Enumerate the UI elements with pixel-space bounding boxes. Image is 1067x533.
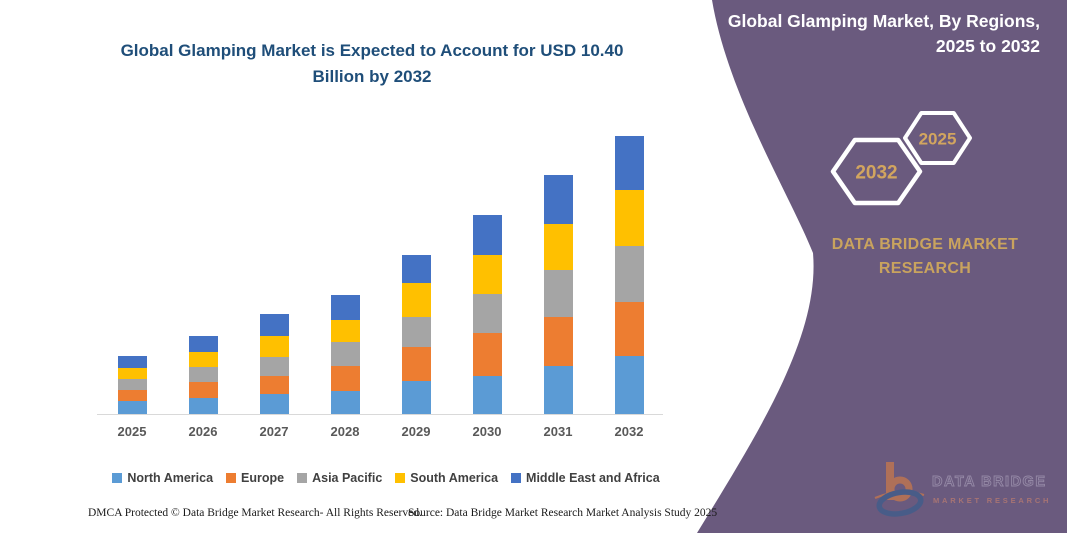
bar-segment-north-america-2029 [401, 380, 431, 414]
panel-title: Global Glamping Market, By Regions, 2025… [710, 9, 1040, 59]
bar-2028 [330, 294, 360, 414]
bar-segment-asia-pacific-2028 [330, 342, 360, 366]
bar-segment-asia-pacific-2025 [117, 378, 147, 390]
legend-swatch-icon [297, 473, 308, 483]
brand-line1: DATA BRIDGE MARKET [831, 236, 1019, 253]
legend-swatch-icon [112, 473, 123, 483]
x-axis-label-2027: 2027 [259, 424, 289, 439]
hexagon-badges: 2032 2025 [830, 111, 972, 206]
bar-segment-asia-pacific-2027 [259, 357, 289, 376]
panel-background [697, 0, 1067, 533]
stacked-bar-plot [97, 130, 663, 415]
x-axis-label-2029: 2029 [401, 424, 431, 439]
legend-label: North America [127, 471, 214, 485]
bar-segment-europe-2028 [330, 365, 360, 391]
logo-b-bowl [887, 476, 913, 502]
bar-segment-europe-2025 [117, 389, 147, 402]
chart-legend: North America Europe Asia Pacific South Ame… [0, 471, 772, 485]
bar-segment-middle-east-and-africa-2025 [117, 355, 147, 368]
bar-segment-middle-east-and-africa-2031 [543, 175, 573, 224]
legend-swatch-icon [511, 473, 522, 483]
bar-segment-europe-2030 [472, 332, 502, 376]
legend-label: South America [410, 471, 499, 485]
footer-dmca-text: DMCA Protected © Data Bridge Market Rese… [88, 507, 422, 519]
x-axis-label-2026: 2026 [188, 424, 218, 439]
hexagon-2025-label: 2025 [919, 130, 957, 149]
bar-segment-europe-2031 [543, 317, 573, 366]
legend-swatch-icon [395, 473, 406, 483]
bar-segment-asia-pacific-2029 [401, 316, 431, 348]
bar-segment-asia-pacific-2030 [472, 293, 502, 333]
legend-item-south-america: South America [395, 471, 498, 485]
bar-segment-middle-east-and-africa-2029 [401, 254, 431, 284]
bar-segment-middle-east-and-africa-2026 [188, 336, 218, 352]
bar-segment-south-america-2030 [472, 255, 502, 294]
bar-segment-middle-east-and-africa-2028 [330, 294, 360, 320]
bar-segment-south-america-2028 [330, 319, 360, 343]
bar-segment-asia-pacific-2026 [188, 367, 218, 382]
bar-2027 [259, 313, 289, 414]
x-axis-label-2031: 2031 [543, 424, 573, 439]
bar-segment-middle-east-and-africa-2027 [259, 313, 289, 336]
chart-title: Global Glamping Market is Expected to Ac… [92, 38, 652, 90]
bar-segment-asia-pacific-2032 [614, 246, 644, 302]
bar-segment-middle-east-and-africa-2030 [472, 215, 502, 256]
legend-label: Asia Pacific [312, 471, 383, 485]
bar-segment-europe-2026 [188, 382, 218, 398]
legend-label: Middle East and Africa [526, 471, 660, 485]
bar-segment-middle-east-and-africa-2032 [614, 136, 644, 191]
bar-segment-south-america-2031 [543, 223, 573, 271]
footer-source-text: Source: Data Bridge Market Research Mark… [408, 507, 718, 519]
logo-sub-text: MARKET RESEARCH [933, 496, 1051, 505]
bar-segment-north-america-2025 [117, 401, 147, 414]
hexagon-2032 [830, 137, 923, 206]
bar-segment-south-america-2027 [259, 335, 289, 358]
x-axis-labels: 2025 2026 2027 2028 2029 2030 2031 2032 [97, 424, 663, 442]
x-axis-label-2030: 2030 [472, 424, 502, 439]
legend-label: Europe [241, 471, 285, 485]
bar-segment-south-america-2025 [117, 367, 147, 379]
bar-segment-south-america-2029 [401, 283, 431, 317]
brand-wordmark: DATA BRIDGE MARKET RESEARCH [805, 233, 1045, 281]
bar-segment-europe-2032 [614, 301, 644, 357]
bar-segment-europe-2027 [259, 375, 289, 394]
hexagon-2025 [903, 111, 972, 165]
dbmr-logo: DATA BRIDGE MARKET RESEARCH [874, 462, 1051, 517]
panel-title-line1: Global Glamping Market, By Regions, [727, 11, 1040, 31]
bar-2032 [614, 136, 644, 414]
bar-segment-north-america-2027 [259, 394, 289, 414]
legend-swatch-icon [226, 473, 237, 483]
bar-2031 [543, 175, 573, 414]
x-axis-label-2032: 2032 [614, 424, 644, 439]
bar-segment-asia-pacific-2031 [543, 270, 573, 318]
bar-segment-south-america-2032 [614, 190, 644, 247]
bar-segment-north-america-2031 [543, 365, 573, 414]
legend-item-middle-east-and-africa: Middle East and Africa [511, 471, 660, 485]
bar-2025 [117, 355, 147, 414]
bar-2030 [472, 215, 502, 414]
brand-line2: RESEARCH [878, 260, 972, 277]
chart-title-line1: Global Glamping Market is Expected to Ac… [120, 41, 624, 60]
chart-title-line2: Billion by 2032 [312, 67, 432, 86]
bar-segment-north-america-2026 [188, 398, 218, 414]
bar-2029 [401, 254, 431, 414]
panel-title-line2: 2025 to 2032 [935, 36, 1040, 56]
logo-blue-swoosh [876, 489, 924, 517]
bar-2026 [188, 336, 218, 414]
bar-segment-south-america-2026 [188, 351, 218, 367]
x-axis-label-2028: 2028 [330, 424, 360, 439]
x-axis-label-2025: 2025 [117, 424, 147, 439]
legend-item-europe: Europe [226, 471, 284, 485]
bar-segment-north-america-2032 [614, 356, 644, 414]
bar-segment-north-america-2030 [472, 375, 502, 414]
bar-segment-europe-2029 [401, 347, 431, 381]
bar-segment-north-america-2028 [330, 390, 360, 414]
hexagon-2032-label: 2032 [855, 163, 897, 184]
legend-item-north-america: North America [112, 471, 213, 485]
logo-name-text: DATA BRIDGE [932, 474, 1047, 490]
legend-item-asia-pacific: Asia Pacific [297, 471, 382, 485]
